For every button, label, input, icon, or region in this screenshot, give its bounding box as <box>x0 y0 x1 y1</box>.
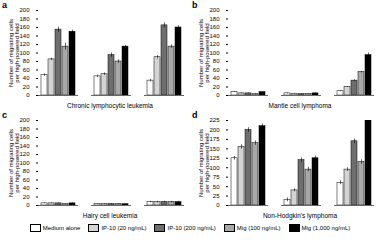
html-text:Chronic lymphocytic leukemia: Chronic lymphocytic leukemia <box>67 102 153 109</box>
svg-text:180: 180 <box>19 126 30 132</box>
svg-text:25: 25 <box>213 193 220 199</box>
svg-text:160: 160 <box>19 134 30 140</box>
svg-text:200: 200 <box>19 7 30 13</box>
html-text:Mig (100 ng/mL): Mig (100 ng/mL) <box>236 224 281 231</box>
svg-text:60: 60 <box>23 67 30 73</box>
html-text:a: a <box>2 0 7 10</box>
svg-text:40: 40 <box>23 75 30 81</box>
svg-text:200: 200 <box>209 7 220 13</box>
svg-text:40: 40 <box>23 185 30 191</box>
svg-text:40: 40 <box>213 75 220 81</box>
html-text:d: d <box>192 110 198 120</box>
svg-text:Number of migrating cellsper h: Number of migrating cellsper high-powere… <box>198 129 210 197</box>
svg-text:100: 100 <box>19 160 30 166</box>
svg-text:160: 160 <box>209 24 220 30</box>
svg-text:0: 0 <box>26 92 30 98</box>
svg-text:150: 150 <box>209 146 220 152</box>
svg-text:125: 125 <box>209 155 220 161</box>
svg-text:60: 60 <box>213 67 220 73</box>
svg-text:120: 120 <box>19 151 30 157</box>
html-text:Hairy cell leukemia: Hairy cell leukemia <box>82 212 138 219</box>
svg-text:175: 175 <box>209 136 220 142</box>
svg-text:120: 120 <box>19 41 30 47</box>
svg-text:80: 80 <box>213 58 220 64</box>
html-text:Mantle cell lymphoma: Mantle cell lymphoma <box>268 102 332 109</box>
svg-text:20: 20 <box>23 194 30 200</box>
svg-text:0: 0 <box>216 202 220 208</box>
svg-text:180: 180 <box>19 16 30 22</box>
html-text:Medium alone: Medium alone <box>42 224 81 231</box>
svg-text:0: 0 <box>216 92 220 98</box>
html-text:IP-10 (20 ng/mL): IP-10 (20 ng/mL) <box>101 224 147 231</box>
svg-text:Number of migrating cellsper h: Number of migrating cellsper high-powere… <box>198 19 210 87</box>
svg-text:160: 160 <box>19 24 30 30</box>
svg-text:225: 225 <box>209 117 220 123</box>
svg-text:0: 0 <box>26 202 30 208</box>
svg-text:100: 100 <box>209 50 220 56</box>
svg-text:200: 200 <box>19 117 30 123</box>
svg-text:140: 140 <box>19 143 30 149</box>
svg-text:20: 20 <box>213 84 220 90</box>
svg-text:100: 100 <box>209 165 220 171</box>
svg-text:75: 75 <box>213 174 220 180</box>
svg-text:120: 120 <box>209 41 220 47</box>
svg-text:140: 140 <box>209 33 220 39</box>
svg-text:180: 180 <box>209 16 220 22</box>
html-text:b: b <box>192 0 198 10</box>
svg-text:140: 140 <box>19 33 30 39</box>
svg-text:80: 80 <box>23 58 30 64</box>
html-text:Mig (1,000 ng/mL): Mig (1,000 ng/mL) <box>301 224 351 231</box>
svg-text:20: 20 <box>23 84 30 90</box>
svg-text:60: 60 <box>23 177 30 183</box>
svg-text:50: 50 <box>213 184 220 190</box>
svg-text:200: 200 <box>209 127 220 133</box>
html-text:Non-Hodgkin's lymphoma: Non-Hodgkin's lymphoma <box>262 212 338 219</box>
svg-text:Number of migrating cellsper h: Number of migrating cellsper high-powere… <box>8 129 20 197</box>
svg-text:100: 100 <box>19 50 30 56</box>
html-text:c: c <box>2 110 7 120</box>
svg-text:Number of migrating cellsper h: Number of migrating cellsper high-powere… <box>8 19 20 87</box>
svg-text:80: 80 <box>23 168 30 174</box>
html-text:IP-10 (200 ng/mL): IP-10 (200 ng/mL) <box>167 224 216 231</box>
